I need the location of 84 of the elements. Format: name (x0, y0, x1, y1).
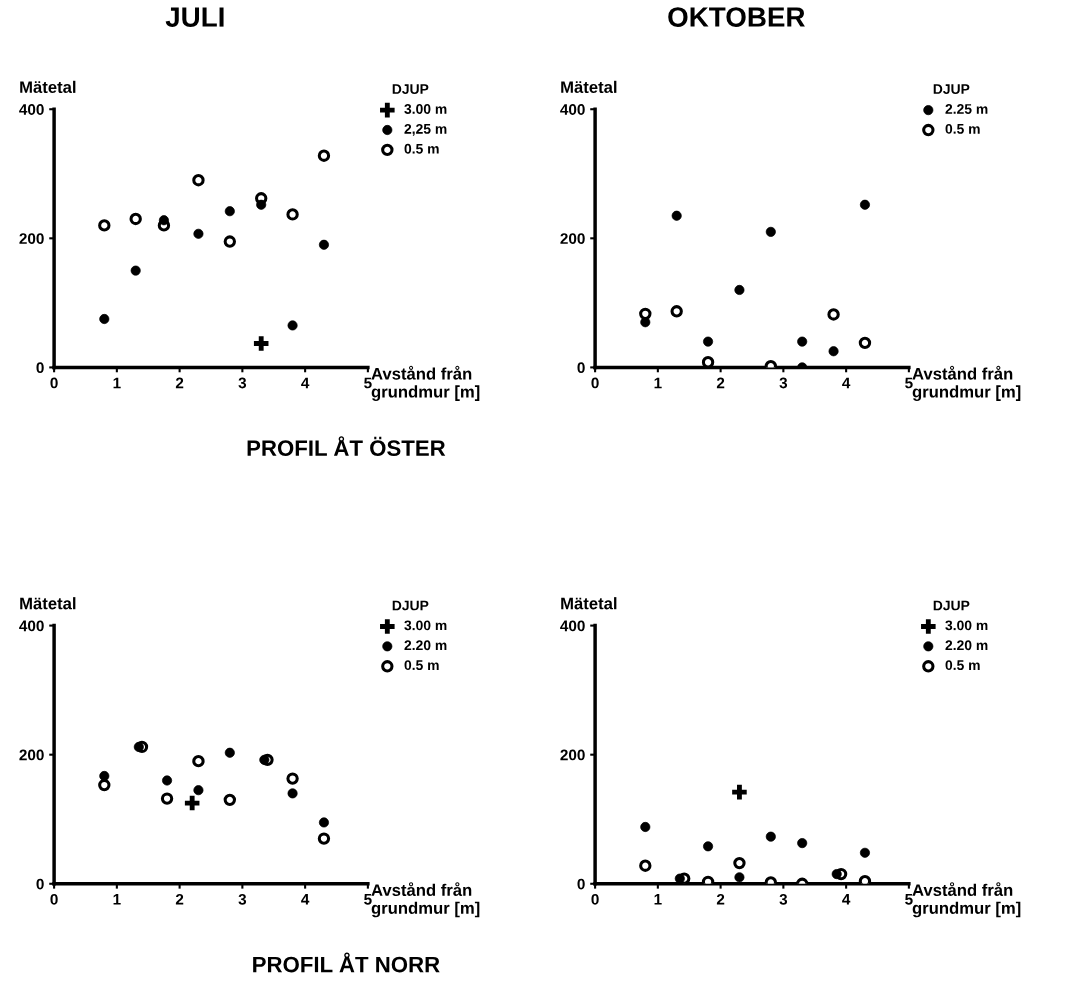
legend-title: DJUP (933, 600, 970, 611)
x-tick-label: 1 (113, 894, 121, 905)
legend-label: 2.20 m (404, 640, 447, 651)
x-tick-label: 1 (113, 377, 121, 389)
x-tick-label: 1 (654, 377, 662, 389)
point (732, 784, 747, 800)
point (98, 778, 111, 792)
point (317, 149, 331, 162)
legend-label: 0.5 m (404, 143, 439, 154)
point (639, 859, 652, 872)
legend-label: 0.5 m (945, 123, 980, 134)
y-tick-label: 0 (577, 878, 585, 890)
x-axis-title: Avstånd från grundmur [m] (371, 365, 480, 401)
y-tick-label: 200 (560, 233, 585, 245)
point (129, 212, 142, 226)
x-tick-label: 5 (364, 377, 372, 389)
x-tick-label: 2 (716, 893, 725, 905)
x-tick-label: 3 (779, 893, 788, 905)
y-tick-label: 200 (19, 233, 44, 245)
y-tick-label: 0 (36, 362, 44, 374)
x-tick-label: 0 (50, 893, 58, 905)
legend-label: 2,25 m (404, 123, 447, 136)
legend-label: 3.00 m (404, 620, 447, 631)
y-tick-label: 200 (19, 749, 44, 761)
x-tick-label: 0 (591, 377, 599, 389)
y-axis-title: Mätetal (561, 597, 617, 610)
x-tick-label: 4 (301, 377, 310, 389)
x-tick-label: 3 (238, 893, 247, 905)
legend-title: DJUP (933, 84, 970, 95)
point (192, 754, 205, 768)
x-tick-label: 0 (50, 377, 58, 389)
legend-title: DJUP (392, 84, 429, 95)
x-tick-label: 3 (238, 377, 247, 389)
point (98, 219, 111, 232)
y-axis-title: Mätetal (20, 597, 76, 610)
x-axis-title: Avstånd från grundmur [m] (371, 882, 480, 918)
chart-title: OKTOBER (668, 7, 805, 27)
x-tick-label: 0 (591, 893, 599, 905)
legend-title: DJUP (392, 600, 429, 611)
legend-label: 0.5 m (404, 660, 439, 671)
x-tick-label: 5 (905, 894, 913, 905)
point (701, 356, 715, 368)
y-tick-label: 400 (560, 104, 585, 115)
point (317, 832, 331, 845)
point (253, 336, 269, 351)
legend-label: 3.00 m (945, 620, 988, 631)
point (286, 772, 299, 785)
x-tick-label: 3 (779, 377, 788, 389)
point (670, 305, 683, 318)
point (827, 308, 840, 321)
legend-label: 3.00 m (404, 104, 447, 114)
legend-label: 2.25 m (945, 104, 988, 114)
y-tick-label: 0 (36, 878, 44, 890)
x-tick-label: 4 (842, 894, 851, 905)
legend-label: 0.5 m (945, 660, 980, 671)
legend-label: 2.20 m (945, 640, 988, 651)
x-tick-label: 2 (175, 377, 184, 389)
point (733, 856, 746, 870)
y-axis-title: Mätetal (561, 80, 617, 94)
text: PROFIL ÅT NORR (253, 952, 440, 973)
point (286, 208, 299, 221)
point (192, 174, 205, 187)
y-tick-label: 400 (19, 104, 44, 115)
point (223, 793, 237, 807)
text: PROFIL ÅT ÖSTER (247, 436, 446, 457)
point (184, 795, 200, 811)
x-tick-label: 2 (716, 377, 725, 389)
x-axis-title: Avstånd från grundmur [m] (912, 365, 1021, 401)
x-tick-label: 2 (175, 893, 184, 905)
y-axis-title: Mätetal (20, 80, 76, 94)
y-tick-label: 200 (560, 749, 585, 761)
chart-title: JULI (165, 7, 224, 27)
x-tick-label: 4 (301, 894, 310, 905)
point (223, 235, 237, 248)
x-axis-title: Avstånd från grundmur [m] (912, 882, 1021, 918)
x-tick-label: 1 (654, 894, 662, 905)
x-tick-label: 5 (364, 894, 372, 905)
point (160, 792, 174, 805)
point (858, 336, 872, 350)
x-tick-label: 5 (905, 377, 913, 389)
x-tick-label: 4 (842, 377, 851, 389)
y-tick-label: 0 (577, 362, 585, 374)
y-tick-label: 400 (560, 620, 585, 632)
y-tick-label: 400 (19, 620, 44, 632)
